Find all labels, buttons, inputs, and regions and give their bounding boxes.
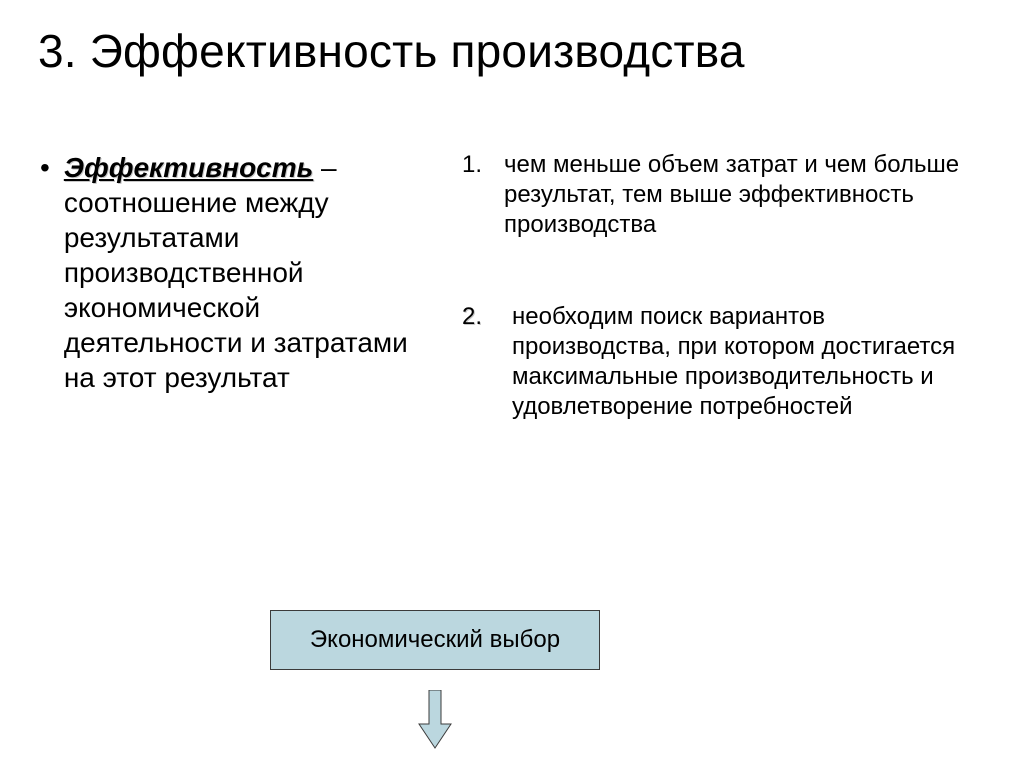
bullet-icon: • <box>40 150 50 395</box>
down-arrow-icon <box>415 690 455 750</box>
item-text: чем меньше объем затрат и чем больше рез… <box>504 150 972 240</box>
definition-item: • Эффективность – соотношение между резу… <box>40 150 430 395</box>
numbered-item-2: 2. необходим поиск вариантов производств… <box>462 302 972 422</box>
content-area: • Эффективность – соотношение между резу… <box>0 78 1024 484</box>
item-text: необходим поиск вариантов производства, … <box>504 302 972 422</box>
right-column: 1. чем меньше объем затрат и чем больше … <box>462 150 972 484</box>
definition-body: – соотношение между результатами произво… <box>64 152 408 393</box>
definition-text: Эффективность – соотношение между резуль… <box>64 150 430 395</box>
definition-term: Эффективность <box>64 152 313 183</box>
callout-box: Экономический выбор <box>270 610 600 670</box>
item-number: 2. <box>462 302 486 422</box>
numbered-item-1: 1. чем меньше объем затрат и чем больше … <box>462 150 972 240</box>
arrow-shape <box>419 690 451 748</box>
item-number: 1. <box>462 150 486 240</box>
callout-label: Экономический выбор <box>310 626 560 654</box>
slide-title: 3. Эффективность производства <box>0 0 1024 78</box>
left-column: • Эффективность – соотношение между резу… <box>40 150 430 484</box>
